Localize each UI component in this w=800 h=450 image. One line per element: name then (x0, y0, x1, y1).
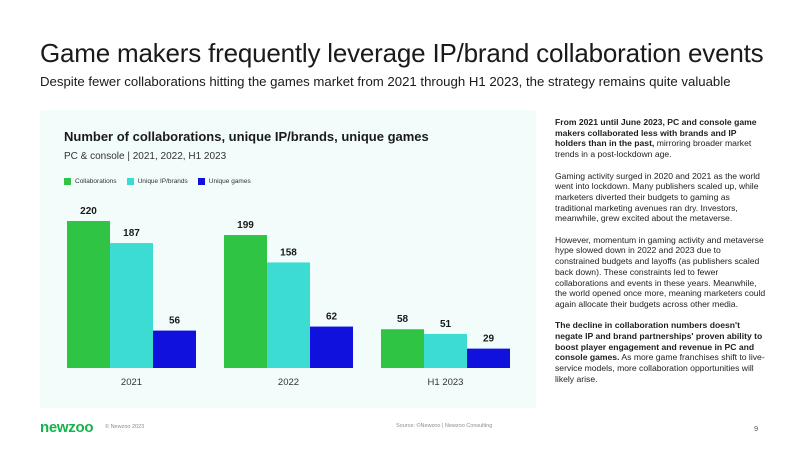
bar-unique-ip-brands-2022 (267, 262, 310, 368)
bar-unique-ip-brands-h1-2023 (424, 333, 467, 368)
data-label-unique-games-2021: 56 (169, 316, 181, 327)
page-number: 9 (754, 424, 759, 433)
bar-chart: 220 187 56 2021 199 158 62 2022 58 51 29 H1 2023 (67, 206, 510, 388)
bar-unique-games-h1-2023 (467, 348, 510, 368)
source-text: Source: ©Newzoo | Newzoo Consulting (396, 423, 493, 429)
x-tick-label-2021: 2021 (121, 377, 142, 388)
data-label-unique-games-h1-2023: 29 (483, 334, 495, 345)
commentary-p4-rest: As more game franchises shift to live-se… (555, 352, 765, 384)
legend-label-unique-ip-brands: Unique IP/brands (137, 178, 188, 185)
commentary-paragraph-1: From 2021 until June 2023, PC and consol… (555, 117, 767, 160)
legend-item-unique-ip-brands: Unique IP/brands (126, 178, 188, 185)
data-label-collaborations-2022: 199 (237, 220, 254, 231)
bar-unique-games-2021 (153, 330, 196, 368)
page-subtitle: Despite fewer collaborations hitting the… (40, 74, 731, 89)
legend-swatch-unique-games (197, 178, 205, 185)
legend-swatch-unique-ip-brands (126, 178, 134, 185)
x-tick-label-2022: 2022 (278, 377, 299, 388)
commentary-p4-bold: The decline in collaboration numbers doe… (555, 320, 763, 363)
chart-legend: Collaborations Unique IP/brands Unique g… (64, 178, 261, 185)
chart-subtitle: PC & console | 2021, 2022, H1 2023 (64, 151, 227, 162)
legend-label-unique-games: Unique games (208, 178, 251, 185)
newzoo-logo: newzoo (40, 419, 94, 436)
chart-title: Number of collaborations, unique IP/bran… (64, 129, 429, 144)
data-label-unique-ip-brands-2022: 158 (280, 247, 297, 258)
commentary-p1-rest: mirroring broader market trends in a pos… (555, 138, 752, 160)
copyright-text: © Newzoo 2023 (105, 424, 145, 430)
bar-unique-ip-brands-2021 (110, 243, 153, 368)
legend-item-unique-games: Unique games (197, 178, 251, 185)
bar-collaborations-2021 (67, 221, 110, 368)
data-label-collaborations-h1-2023: 58 (397, 314, 409, 325)
commentary-paragraph-2: Gaming activity surged in 2020 and 2021 … (555, 170, 760, 224)
bar-unique-games-2022 (310, 326, 353, 368)
bar-collaborations-2022 (224, 235, 267, 368)
commentary-paragraph-4: The decline in collaboration numbers doe… (555, 320, 767, 384)
commentary-paragraph-3: However, momentum in gaming activity and… (555, 234, 766, 309)
data-label-unique-games-2022: 62 (326, 312, 338, 323)
data-label-unique-ip-brands-2021: 187 (123, 228, 140, 239)
chart-card: Number of collaborations, unique IP/bran… (40, 110, 536, 408)
legend-swatch-collaborations (64, 178, 71, 185)
commentary-text: From 2021 until June 2023, PC and consol… (555, 117, 767, 395)
data-label-collaborations-2021: 220 (80, 206, 97, 217)
bar-collaborations-h1-2023 (381, 329, 424, 368)
legend-item-collaborations: Collaborations (64, 178, 117, 185)
commentary-p1-bold: From 2021 until June 2023, PC and consol… (555, 117, 757, 149)
x-tick-label-h1-2023: H1 2023 (428, 377, 464, 388)
legend-label-collaborations: Collaborations (75, 178, 117, 185)
data-label-unique-ip-brands-h1-2023: 51 (440, 319, 452, 330)
page-title: Game makers frequently leverage IP/brand… (40, 38, 764, 68)
